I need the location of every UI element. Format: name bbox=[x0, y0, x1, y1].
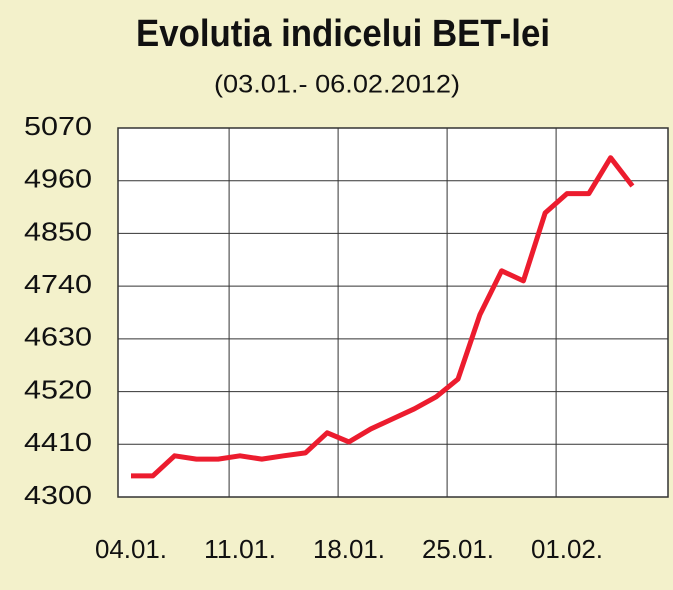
y-tick-label: 4410 bbox=[24, 427, 92, 457]
plot-area bbox=[117, 127, 669, 498]
x-tick-label: 18.01. bbox=[313, 534, 385, 564]
x-tick-label: 25.01. bbox=[422, 534, 494, 564]
y-tick-label: 4520 bbox=[24, 374, 92, 404]
y-tick-label: 4740 bbox=[24, 269, 92, 299]
y-tick-label: 4630 bbox=[24, 322, 92, 352]
y-tick-label: 4960 bbox=[24, 164, 92, 194]
data-line bbox=[131, 155, 635, 479]
y-tick-label: 4850 bbox=[24, 216, 92, 246]
x-tick-label: 01.02. bbox=[531, 534, 603, 564]
chart-title: Evolutia indicelui BET-lei bbox=[136, 13, 550, 55]
chart-subtitle: (03.01.- 06.02.2012) bbox=[214, 71, 460, 99]
y-tick-label: 5070 bbox=[24, 111, 92, 141]
x-tick-label: 11.01. bbox=[204, 534, 276, 564]
y-tick-label: 4300 bbox=[24, 480, 92, 510]
x-tick-label: 04.01. bbox=[95, 534, 167, 564]
